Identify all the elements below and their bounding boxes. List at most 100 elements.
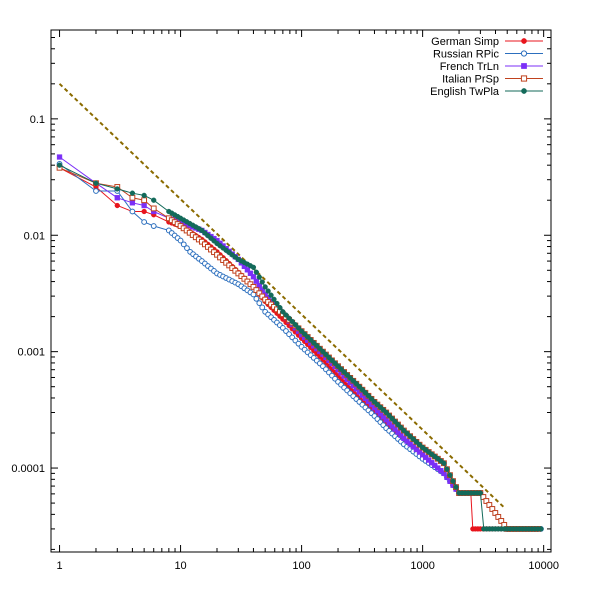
y-axis: 0.0001 0.001 0.01 0.1 (11, 37, 551, 550)
data-point (256, 290, 263, 297)
data-point (141, 219, 148, 225)
data-point (438, 468, 444, 474)
data-point (129, 190, 136, 196)
data-point (395, 429, 401, 435)
data-point (295, 325, 302, 331)
data-point (253, 269, 260, 275)
data-point (386, 420, 392, 426)
data-point (483, 498, 490, 504)
data-point (447, 472, 453, 478)
data-point (150, 205, 157, 212)
data-point (56, 154, 63, 160)
legend-label: German Simp (431, 36, 499, 48)
data-point (292, 322, 298, 328)
legend-marker (521, 88, 527, 94)
data-point (262, 284, 268, 290)
data-point (283, 312, 289, 318)
data-point (114, 195, 120, 201)
data-point (250, 274, 257, 280)
data-point (453, 484, 459, 490)
legend-marker (520, 50, 528, 57)
data-point (177, 237, 184, 244)
data-point (426, 457, 432, 463)
data-point (256, 282, 262, 289)
data-point (259, 279, 265, 285)
x-tick-label: 10000 (528, 560, 559, 572)
data-point (374, 408, 381, 414)
data-point (380, 414, 386, 420)
data-point (419, 452, 426, 458)
data-point (489, 506, 496, 512)
data-point (371, 405, 378, 411)
data-point (256, 274, 262, 280)
data-point (129, 194, 136, 201)
data-point (56, 162, 63, 168)
legend-label: Italian PrSp (442, 74, 499, 86)
data-point (93, 180, 99, 186)
data-point (441, 470, 447, 477)
legend-marker (521, 63, 527, 69)
data-point (259, 293, 266, 300)
data-point (495, 514, 502, 520)
data-point (432, 462, 438, 469)
data-point (450, 478, 456, 484)
data-point (151, 197, 157, 203)
data-point (538, 526, 544, 532)
data-point (435, 465, 441, 471)
x-axis: 1 10 100 1000 10000 (56, 30, 559, 572)
data-point (398, 432, 404, 438)
data-point (180, 241, 187, 248)
legend-label: Russian RPic (433, 49, 500, 61)
data-point (289, 318, 295, 325)
data-point (129, 208, 136, 215)
y-tick-label: 0.001 (17, 347, 45, 359)
legend-marker (520, 75, 528, 82)
data-point (184, 245, 190, 252)
data-point (404, 438, 410, 444)
data-point (383, 417, 389, 423)
data-point (498, 518, 505, 524)
y-tick-label: 0.1 (30, 114, 45, 126)
data-point (277, 304, 283, 311)
data-point (274, 300, 280, 307)
data-point (477, 490, 484, 496)
data-point (401, 435, 407, 441)
data-point (253, 295, 260, 302)
series-english-twpla (56, 162, 544, 532)
plot-area (56, 83, 544, 532)
data-point (114, 186, 120, 192)
data-point (256, 300, 263, 307)
data-point (141, 192, 147, 199)
data-point (93, 188, 99, 194)
data-point (129, 200, 136, 206)
data-point (253, 287, 260, 293)
legend-marker (521, 38, 527, 44)
data-point (492, 510, 499, 516)
y-tick-label: 0.0001 (11, 463, 45, 475)
y-tick-label: 0.01 (24, 230, 45, 242)
data-point (268, 292, 274, 298)
x-tick-label: 1000 (410, 560, 434, 572)
data-point (259, 287, 265, 293)
legend-label: English TwPla (430, 86, 500, 98)
x-tick-label: 10 (174, 560, 186, 572)
x-tick-label: 100 (292, 560, 310, 572)
plot-frame (50, 29, 552, 553)
data-point (423, 454, 429, 461)
data-point (250, 284, 257, 290)
data-point (271, 296, 277, 302)
data-point (429, 460, 435, 466)
data-point (416, 449, 423, 455)
data-point (141, 197, 148, 204)
data-point (141, 202, 147, 209)
data-point (441, 460, 447, 466)
data-point (410, 443, 416, 450)
data-point (444, 466, 450, 472)
data-point (247, 270, 254, 276)
data-point (286, 315, 292, 321)
data-point (141, 208, 147, 215)
data-point (250, 291, 257, 298)
